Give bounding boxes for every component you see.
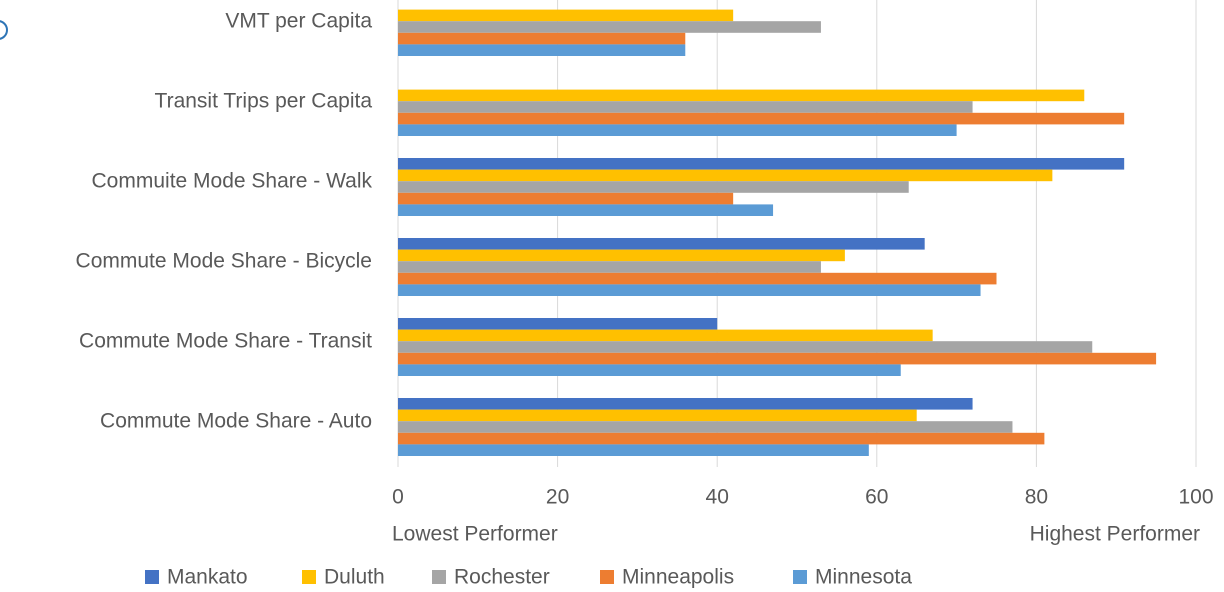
legend-swatch [432,570,446,584]
bar [398,9,734,22]
legend-label: Rochester [454,566,550,589]
bar [398,89,1085,102]
legend-label: Mankato [167,566,248,589]
x-tick-label: 20 [546,486,569,509]
bar [398,341,1093,353]
bar [398,181,909,193]
bar [398,284,981,296]
bar [398,352,1157,365]
legend-label: Minneapolis [622,566,734,589]
legend-label: Duluth [324,566,385,589]
annotation-low: Lowest Performer [392,523,558,546]
edge-icon [0,20,8,40]
y-tick-label: Transit Trips per Capita [155,90,373,113]
bar [398,409,917,422]
bar [398,261,821,273]
bar [398,112,1125,125]
bar [398,272,997,285]
x-tick-label: 0 [392,486,404,509]
bar [398,21,821,33]
bar [398,444,869,456]
x-tick-label: 60 [865,486,888,509]
legend-swatch [302,570,316,584]
x-tick-label: 100 [1178,486,1213,509]
bar [398,101,973,113]
y-tick-label: Commuite Mode Share - Walk [92,170,373,193]
legend-swatch [600,570,614,584]
bar [398,192,734,205]
bar [398,44,686,56]
y-tick-label: Commute Mode Share - Auto [100,410,372,433]
bar [398,124,957,136]
bar [398,32,686,45]
bar [398,364,901,376]
bar [398,421,1013,433]
legend-swatch [145,570,159,584]
bar [398,249,845,262]
legend-swatch [793,570,807,584]
bar [398,238,925,250]
bar [398,329,933,342]
bar [398,158,1125,170]
y-tick-label: VMT per Capita [225,10,372,33]
legend-label: Minnesota [815,566,912,589]
bar [398,204,774,216]
y-tick-label: Commute Mode Share - Bicycle [76,250,372,273]
x-tick-label: 40 [706,486,729,509]
y-tick-label: Commute Mode Share - Transit [79,330,372,353]
bar [398,169,1053,182]
x-tick-label: 80 [1025,486,1048,509]
bar [398,432,1045,445]
annotation-high: Highest Performer [1030,523,1200,546]
bar [398,318,718,330]
bar [398,398,973,410]
